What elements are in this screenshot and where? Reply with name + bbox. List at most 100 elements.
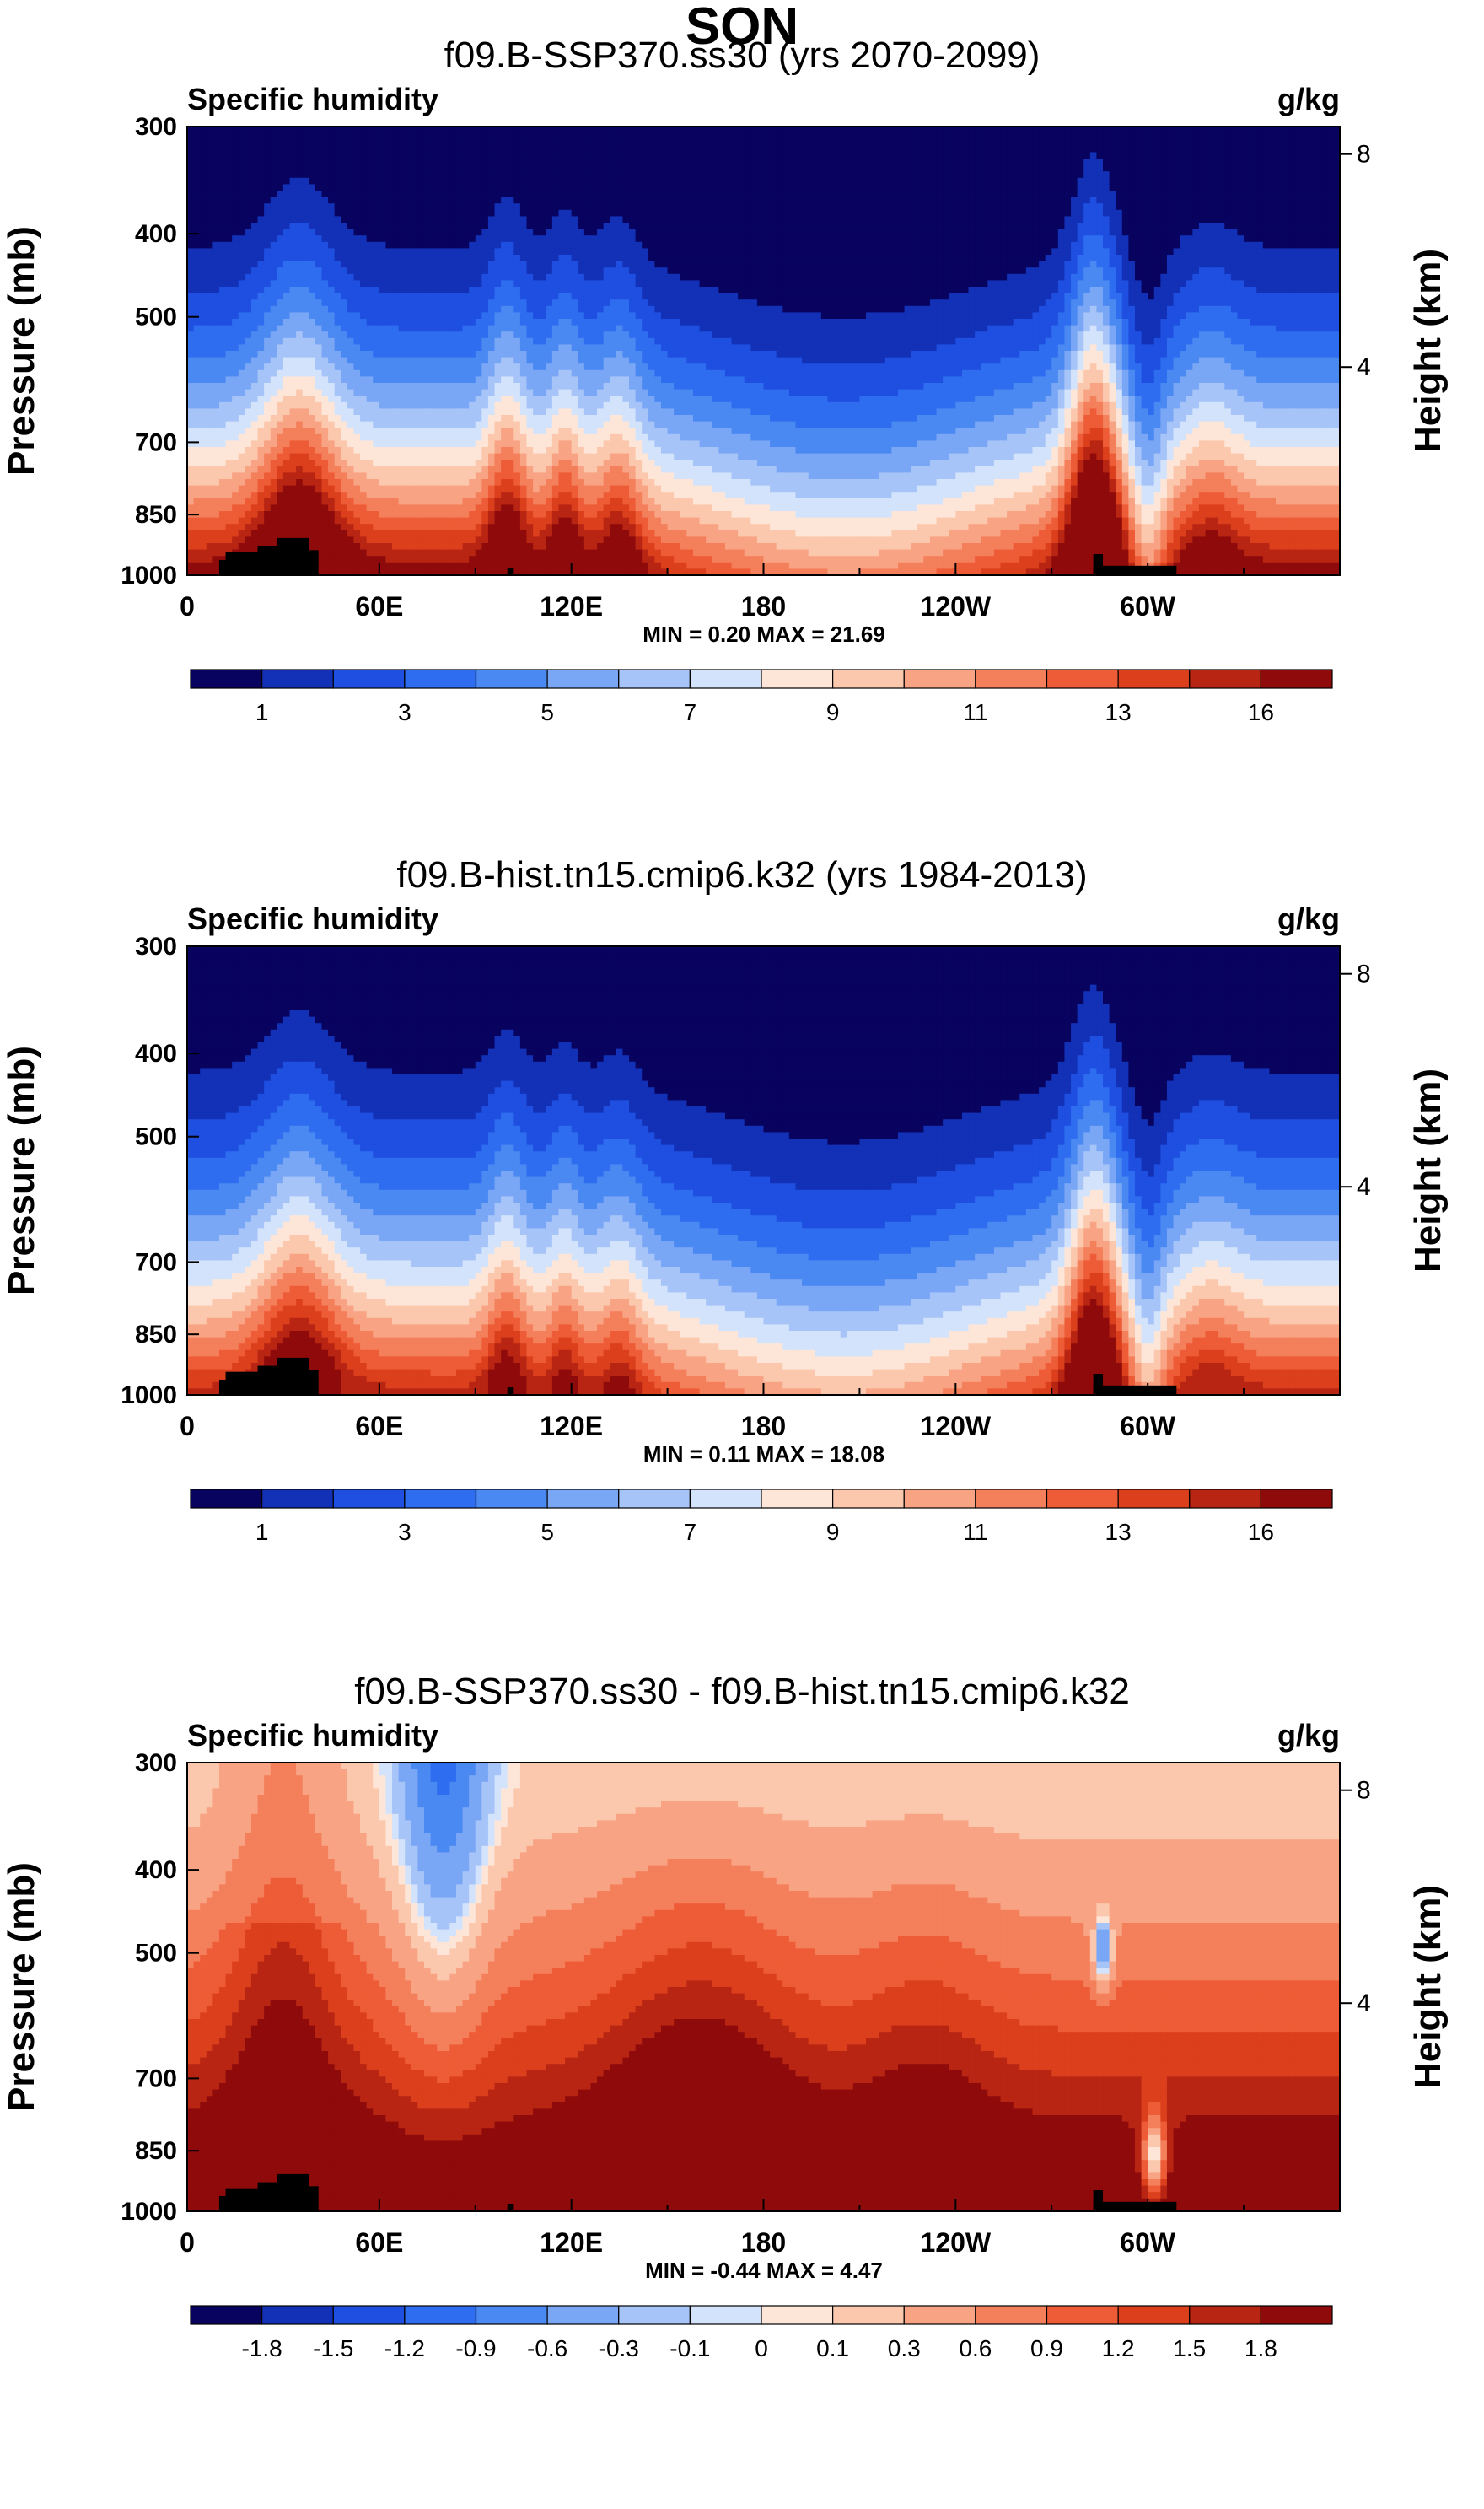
field-cell bbox=[923, 152, 930, 159]
field-cell bbox=[923, 210, 930, 217]
field-cell bbox=[1308, 197, 1315, 204]
field-cell bbox=[834, 255, 841, 261]
field-cell bbox=[1199, 280, 1206, 287]
field-cell bbox=[834, 127, 841, 133]
field-cell bbox=[353, 133, 360, 140]
field-cell bbox=[219, 261, 226, 268]
field-cell bbox=[1135, 203, 1142, 210]
field-cell bbox=[1142, 203, 1148, 210]
field-cell bbox=[923, 197, 930, 204]
field-cell bbox=[1039, 223, 1046, 229]
field-cell bbox=[789, 280, 796, 287]
field-cell bbox=[686, 171, 693, 178]
field-cell bbox=[251, 267, 258, 274]
field-cell bbox=[1142, 171, 1148, 178]
field-cell bbox=[975, 171, 981, 178]
field-cell bbox=[399, 178, 406, 185]
field-cell bbox=[1046, 261, 1052, 268]
field-cell bbox=[1269, 235, 1276, 242]
field-cell bbox=[706, 191, 712, 197]
field-cell bbox=[815, 229, 821, 236]
field-cell bbox=[949, 261, 956, 268]
field-cell bbox=[668, 255, 675, 261]
field-cell bbox=[969, 127, 976, 133]
field-cell bbox=[1000, 165, 1007, 172]
field-cell bbox=[917, 133, 924, 140]
field-cell bbox=[533, 159, 540, 165]
field-cell bbox=[239, 261, 245, 268]
field-cell bbox=[578, 274, 584, 281]
field-cell bbox=[930, 203, 937, 210]
field-cell bbox=[636, 267, 643, 274]
field-cell bbox=[431, 171, 438, 178]
field-cell bbox=[668, 139, 675, 146]
field-cell bbox=[476, 139, 482, 146]
field-cell bbox=[424, 139, 431, 146]
field-cell bbox=[1212, 210, 1218, 217]
field-cell bbox=[405, 267, 411, 274]
field-cell bbox=[226, 223, 233, 229]
field-cell bbox=[1032, 280, 1039, 287]
field-cell bbox=[648, 274, 655, 281]
field-cell bbox=[654, 165, 661, 172]
field-cell bbox=[194, 178, 201, 185]
field-cell bbox=[1288, 229, 1295, 236]
field-cell bbox=[718, 171, 725, 178]
field-cell bbox=[809, 159, 815, 165]
field-cell bbox=[1167, 235, 1174, 242]
field-cell bbox=[277, 146, 283, 153]
field-cell bbox=[706, 242, 712, 249]
field-cell bbox=[1000, 274, 1007, 281]
field-cell bbox=[1231, 171, 1238, 178]
field-cell bbox=[782, 248, 789, 255]
field-cell bbox=[463, 299, 470, 306]
field-cell bbox=[949, 139, 956, 146]
field-cell bbox=[1327, 184, 1334, 191]
field-cell bbox=[795, 152, 802, 159]
field-cell bbox=[360, 159, 367, 165]
field-cell bbox=[622, 184, 629, 191]
field-cell bbox=[629, 242, 636, 249]
field-cell bbox=[859, 133, 866, 140]
field-cell bbox=[437, 127, 444, 133]
field-cell bbox=[654, 210, 661, 217]
field-cell bbox=[1180, 216, 1186, 223]
field-cell bbox=[513, 210, 520, 217]
field-cell bbox=[1269, 255, 1276, 261]
field-cell bbox=[718, 248, 725, 255]
field-cell bbox=[1320, 184, 1327, 191]
field-cell bbox=[1174, 293, 1180, 300]
field-cell bbox=[277, 261, 283, 268]
field-cell bbox=[1282, 178, 1289, 185]
field-cell bbox=[686, 210, 693, 217]
field-cell bbox=[558, 165, 565, 172]
field-cell bbox=[1250, 165, 1257, 172]
field-cell bbox=[277, 280, 283, 287]
field-cell bbox=[1174, 184, 1180, 191]
field-cell bbox=[905, 146, 911, 153]
field-cell bbox=[1148, 274, 1154, 281]
field-cell bbox=[411, 293, 418, 300]
field-cell bbox=[969, 223, 976, 229]
field-cell bbox=[1276, 261, 1282, 268]
field-cell bbox=[873, 152, 879, 159]
field-cell bbox=[943, 203, 949, 210]
field-cell bbox=[821, 191, 828, 197]
field-cell bbox=[1263, 248, 1270, 255]
field-cell bbox=[1078, 184, 1084, 191]
field-cell bbox=[815, 242, 821, 249]
field-cell bbox=[379, 223, 386, 229]
field-cell bbox=[1186, 152, 1193, 159]
field-cell bbox=[1231, 191, 1238, 197]
field-cell bbox=[661, 267, 668, 274]
field-cell bbox=[1295, 203, 1302, 210]
field-cell bbox=[508, 280, 514, 287]
field-cell bbox=[1237, 210, 1244, 217]
field-cell bbox=[955, 197, 962, 204]
field-cell bbox=[1320, 146, 1327, 153]
field-cell bbox=[431, 191, 438, 197]
field-cell bbox=[533, 210, 540, 217]
field-cell bbox=[456, 210, 463, 217]
field-cell bbox=[879, 171, 885, 178]
field-cell bbox=[969, 242, 976, 249]
